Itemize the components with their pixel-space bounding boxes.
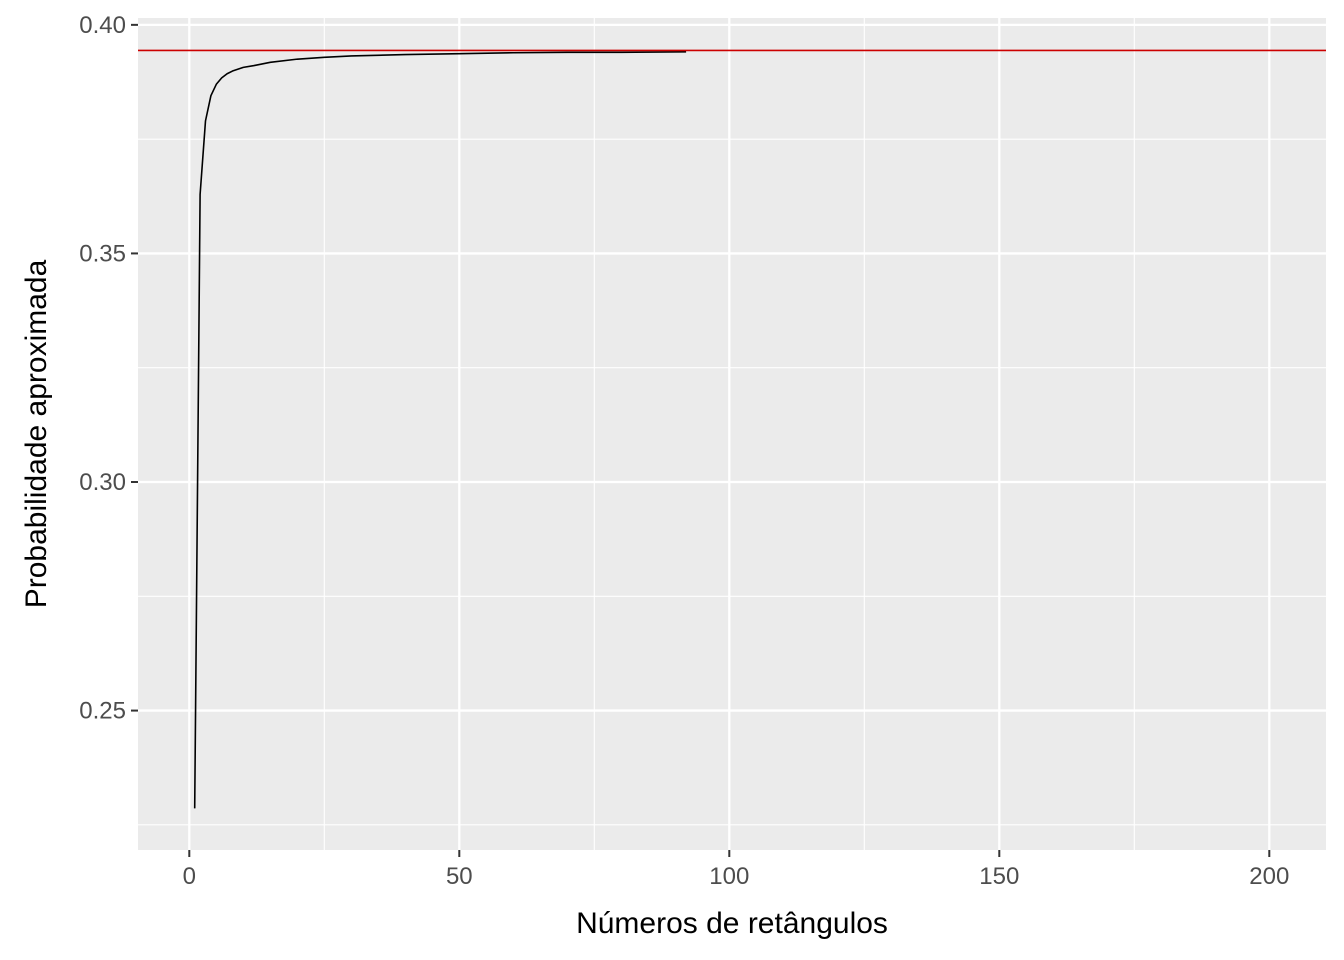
- grid-major: [138, 18, 1326, 850]
- y-axis: 0.25 0.30 0.35 0.40: [79, 12, 138, 725]
- y-tick-label: 0.40: [79, 12, 126, 39]
- x-tick-label: 100: [709, 863, 749, 890]
- y-tick-label: 0.25: [79, 698, 126, 725]
- grid-minor: [138, 18, 1326, 850]
- series-line: [193, 51, 687, 809]
- x-axis: 0 50 100 150 200: [183, 850, 1289, 890]
- series-layer: [193, 51, 687, 809]
- plot-panel: [138, 18, 1326, 850]
- x-tick-label: 50: [446, 863, 473, 890]
- x-tick-label: 200: [1249, 863, 1289, 890]
- x-tick-label: 0: [183, 863, 196, 890]
- y-tick-label: 0.30: [79, 469, 126, 496]
- x-tick-label: 150: [979, 863, 1019, 890]
- y-tick-label: 0.35: [79, 240, 126, 267]
- x-axis-title: Números de retângulos: [576, 907, 888, 940]
- y-axis-title: Probabilidade aproximada: [20, 259, 53, 608]
